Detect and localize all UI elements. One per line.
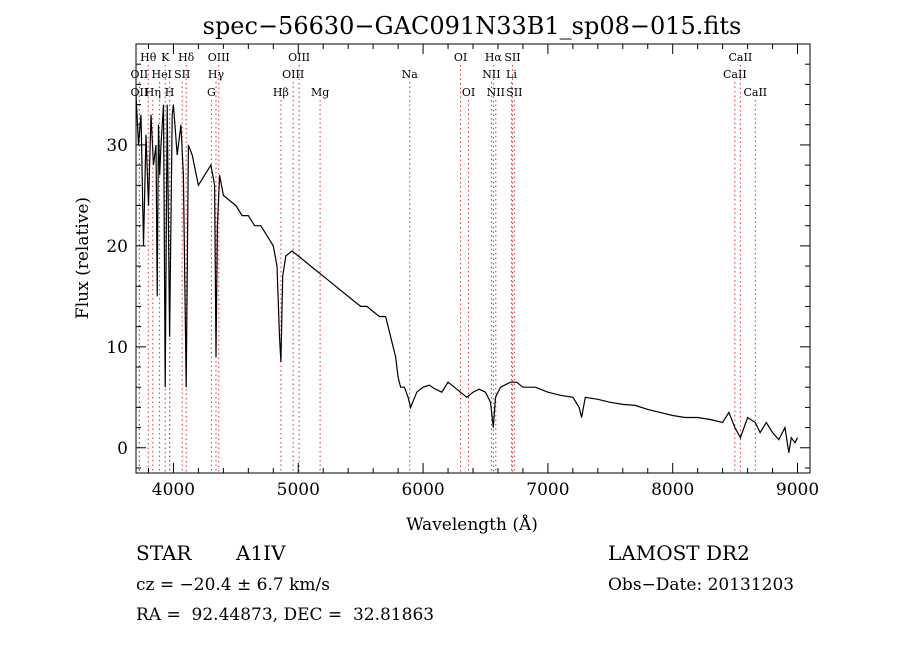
line-marker-label: SII <box>506 86 522 99</box>
line-marker-label: H <box>165 86 175 99</box>
line-marker-label: NII <box>487 86 505 99</box>
line-marker-label: NII <box>482 68 500 81</box>
line-marker-label: K <box>161 51 170 64</box>
object-type: STAR <box>136 541 192 565</box>
line-marker-label: OIII <box>288 51 310 64</box>
tick-labels: 4000 5000 6000 7000 8000 9000 0 10 20 30 <box>106 136 819 500</box>
line-marker-label: CaII <box>729 51 753 64</box>
line-marker-label: SII <box>504 51 520 64</box>
line-marker-label: OII <box>131 68 149 81</box>
y-axis-label: Flux (relative) <box>73 197 93 319</box>
line-marker-label: Hβ <box>273 86 289 99</box>
line-marker-label: SII <box>174 68 190 81</box>
x-tick-label: 9000 <box>776 480 819 500</box>
line-marker-label: CaII <box>723 68 747 81</box>
axis-ticks <box>136 44 810 473</box>
spectral-class: A1IV <box>235 541 286 565</box>
line-marker-label: OIII <box>282 68 304 81</box>
spectrum-series-line <box>135 94 799 453</box>
x-tick-label: 7000 <box>526 480 569 500</box>
line-marker-label: OI <box>454 51 467 64</box>
plot-frame <box>135 43 811 474</box>
line-marker-label: Li <box>506 68 517 81</box>
x-tick-label: 6000 <box>401 480 444 500</box>
line-marker-label: OIII <box>208 51 230 64</box>
chart-title: spec−56630−GAC091N33B1_sp08−015.fits <box>203 12 742 40</box>
y-tick-label: 30 <box>106 136 128 156</box>
line-marker-label: G <box>207 86 216 99</box>
line-marker-label: OI <box>462 86 475 99</box>
line-marker-label: I <box>168 68 172 81</box>
x-tick-label: 5000 <box>277 480 320 500</box>
line-marker-label: Hα <box>485 51 503 64</box>
redshift-value: cz = −20.4 ± 6.7 km/s <box>136 575 330 595</box>
line-marker-label: CaII <box>743 86 767 99</box>
line-marker-label: Hθ <box>140 51 157 64</box>
line-marker-label: Mg <box>311 86 329 99</box>
line-marker-label: OII <box>131 86 149 99</box>
obs-date: Obs−Date: 20131203 <box>608 575 794 595</box>
x-tick-label: 8000 <box>651 480 694 500</box>
y-tick-label: 10 <box>106 338 128 358</box>
survey-name: LAMOST DR2 <box>608 541 750 565</box>
line-markers <box>138 65 756 473</box>
x-tick-label: 4000 <box>152 480 195 500</box>
line-marker-label: Hη <box>145 86 161 99</box>
line-marker-label: Hδ <box>178 51 195 64</box>
y-tick-label: 20 <box>106 237 128 257</box>
line-marker-label: Hγ <box>208 68 225 81</box>
line-marker-label: He <box>152 68 168 81</box>
line-marker-label: Na <box>402 68 419 81</box>
coordinates: RA = 92.44873, DEC = 32.81863 <box>136 605 434 625</box>
y-tick-label: 0 <box>117 439 128 459</box>
x-axis-label: Wavelength (Å) <box>406 514 538 535</box>
